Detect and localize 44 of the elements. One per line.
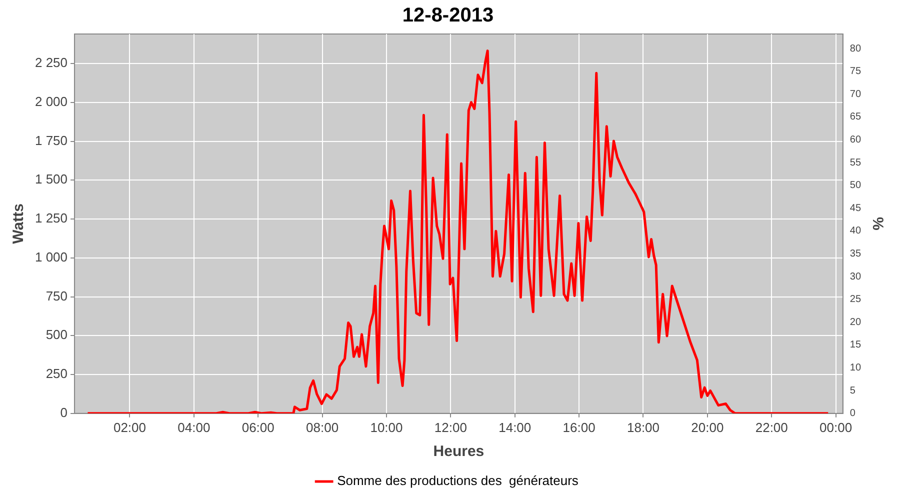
x-tick-label: 08:00: [306, 420, 339, 435]
x-tick-label: 02:00: [113, 420, 146, 435]
y2-tick-label: 25: [850, 294, 862, 306]
y-tick-label: 2 250: [34, 55, 68, 70]
y-tick-label: 2 000: [34, 94, 68, 109]
y2-tick-label: 15: [850, 340, 862, 351]
y2-tick-label: 10: [850, 362, 862, 374]
y-tick-label: 0: [60, 404, 68, 420]
y2-tick-label: 80: [850, 43, 862, 54]
x-tick-label: 12:00: [434, 420, 467, 435]
x-tick-label: 04:00: [178, 420, 210, 435]
y-tick-label: 250: [46, 366, 68, 382]
legend-label: Somme des productions des générateurs: [337, 473, 579, 488]
y-tick-label: 1 250: [34, 210, 68, 226]
y2-tick-label: 0: [850, 408, 856, 420]
x-tick-label: 18:00: [626, 420, 660, 435]
x-tick-label: 22:00: [755, 420, 788, 435]
y-tick-label: 1 000: [34, 249, 68, 264]
y2-tick-label: 70: [850, 88, 862, 100]
x-tick-label: 00:00: [820, 420, 852, 435]
y-tick-label: 1 750: [34, 132, 68, 148]
y2-tick-label: 55: [850, 157, 862, 168]
y2-tick-label: 5: [850, 385, 856, 396]
y2-tick-label: 40: [850, 226, 862, 237]
y2-tick-label: 50: [850, 180, 862, 192]
y2-tick-label: 20: [850, 316, 862, 328]
y-tick-label: 500: [46, 327, 68, 342]
x-tick-label: 14:00: [498, 420, 532, 435]
x-tick-label: 20:00: [691, 420, 724, 435]
y2-tick-label: 35: [850, 248, 862, 260]
y2-tick-label: 30: [850, 271, 862, 282]
y2-axis-title: %: [868, 217, 886, 230]
y-tick-label: 1 500: [34, 172, 68, 187]
y2-tick-label: 60: [850, 134, 862, 146]
y-axis-title: Watts: [10, 204, 28, 244]
y2-tick-label: 75: [850, 66, 862, 78]
x-tick-label: 10:00: [370, 420, 403, 435]
y2-tick-label: 45: [850, 202, 862, 214]
chart-title: 12-8-2013: [402, 4, 494, 27]
x-tick-label: 06:00: [242, 420, 274, 435]
x-axis-title: Heures: [433, 443, 484, 460]
y2-tick-label: 65: [850, 112, 862, 123]
y-tick-label: 750: [46, 288, 68, 304]
x-tick-label: 16:00: [562, 420, 596, 435]
